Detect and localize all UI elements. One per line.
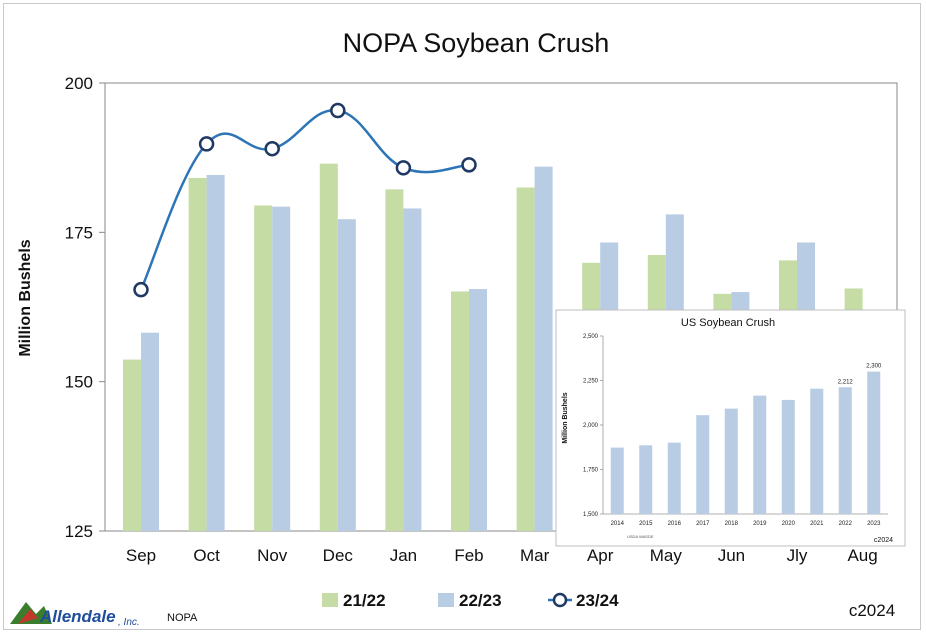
inset-bar-2022 [838,387,852,514]
inset-x-tick-label: 2021 [810,521,824,527]
bar-21-22-sep [123,359,141,531]
chart-frame [3,3,921,630]
point-23-24 [461,157,477,173]
bar-22-23-oct [206,174,225,532]
inset-y-tick-label: 2,500 [583,334,599,340]
point-23-24 [133,281,149,298]
inset-bar-2023 [867,371,881,514]
logo-suffix: , Inc. [118,617,140,628]
inset-bars [610,371,881,514]
x-tick-label: Jun [718,546,745,565]
inset-bar-2014 [610,447,624,514]
y-tick-label: 150 [65,373,93,392]
x-tick-label: Aug [847,546,877,565]
inset-x-tick-label: 2020 [782,521,796,527]
inset-data-labels: 2,212 2,300 [838,364,882,386]
y-axis-ticks: 125 150 175 200 [65,74,105,541]
legend: 21/22 22/23 23/24 [322,591,619,610]
inset-y-axis-ticks: 1,500 1,750 2,000 2,250 2,500 [583,334,603,518]
bar-22-23-sep [141,332,159,531]
footer-source: NOPA [167,612,198,624]
x-tick-label: Jan [390,546,417,565]
inset-title: US Soybean Crush [681,317,775,329]
y-tick-label: 200 [65,74,93,93]
inset-x-tick-label: 2018 [725,521,739,527]
legend-swatch-22-23 [438,593,454,607]
inset-y-axis-label: Million Bushels [562,392,569,443]
bar-22-23-mar [534,166,553,532]
x-tick-label: Jly [787,546,808,565]
inset-x-tick-label: 2019 [753,521,767,527]
inset-source-note: USDA WASDE [627,534,654,539]
legend-marker-23-24 [552,592,568,608]
point-23-24 [198,136,215,152]
x-tick-label: Mar [520,546,550,565]
inset-bar-2020 [781,399,795,514]
legend-swatch-21-22 [322,593,338,607]
footer-copyright: c2024 [849,601,895,620]
x-tick-label: May [650,546,683,565]
inset-x-tick-label: 2022 [839,521,853,527]
x-tick-label: Dec [323,546,354,565]
inset-data-label: 2,300 [866,364,882,370]
logo-name: Allendale [39,607,116,626]
bar-22-23-feb [469,289,487,531]
bar-22-23-nov [272,206,291,531]
inset-bar-2018 [724,408,738,514]
point-23-24 [395,160,412,176]
legend-label-22-23: 22/23 [459,591,502,610]
bar-21-22-mar [516,187,535,532]
allendale-logo: Allendale , Inc. [10,602,140,628]
inset-x-tick-label: 2014 [611,521,625,527]
legend-label-23-24: 23/24 [576,591,619,610]
y-tick-label: 175 [65,223,93,242]
bar-21-22-dec [319,163,338,531]
inset-data-label: 2,212 [838,379,854,385]
inset-bar-2019 [753,395,767,514]
point-23-24 [330,102,346,119]
x-tick-label: Sep [126,546,156,565]
x-tick-label: Feb [454,546,483,565]
line-series-23-24 [133,102,477,298]
inset-bar-2015 [639,445,653,514]
inset-x-tick-label: 2017 [696,521,710,527]
inset-bar-2016 [667,442,681,514]
chart-title: NOPA Soybean Crush [343,28,610,58]
inset-bar-2017 [696,415,710,514]
point-23-24 [264,140,280,157]
bar-21-22-jan [385,189,404,532]
inset-y-tick-label: 1,500 [583,512,599,518]
x-tick-label: Apr [587,546,614,565]
x-tick-label: Nov [257,546,288,565]
legend-label-21-22: 21/22 [343,591,386,610]
inset-y-tick-label: 2,000 [583,423,599,429]
bar-21-22-feb [451,291,469,531]
inset-x-tick-label: 2016 [668,521,682,527]
bar-21-22-nov [254,205,273,531]
bar-21-22-oct [188,177,207,531]
x-axis-ticks: Sep Oct Nov Dec Jan Feb Mar Apr May Jun Jly Aug [126,546,878,565]
inset-y-tick-label: 1,750 [583,468,599,474]
inset-y-tick-label: 2,250 [583,379,599,385]
inset-copyright: c2024 [874,537,893,544]
bar-22-23-jan [403,208,422,531]
x-tick-label: Oct [193,546,220,565]
inset-x-tick-label: 2023 [867,521,881,527]
bar-22-23-dec [337,219,356,531]
inset-x-tick-label: 2015 [639,521,653,527]
y-axis-label: Million Bushels [17,239,34,356]
inset-bar-2021 [810,388,824,514]
inset-x-axis-ticks: 2014 2015 2016 2017 2018 2019 2020 2021 2022 2023 [611,521,882,527]
y-tick-label: 125 [65,522,93,541]
